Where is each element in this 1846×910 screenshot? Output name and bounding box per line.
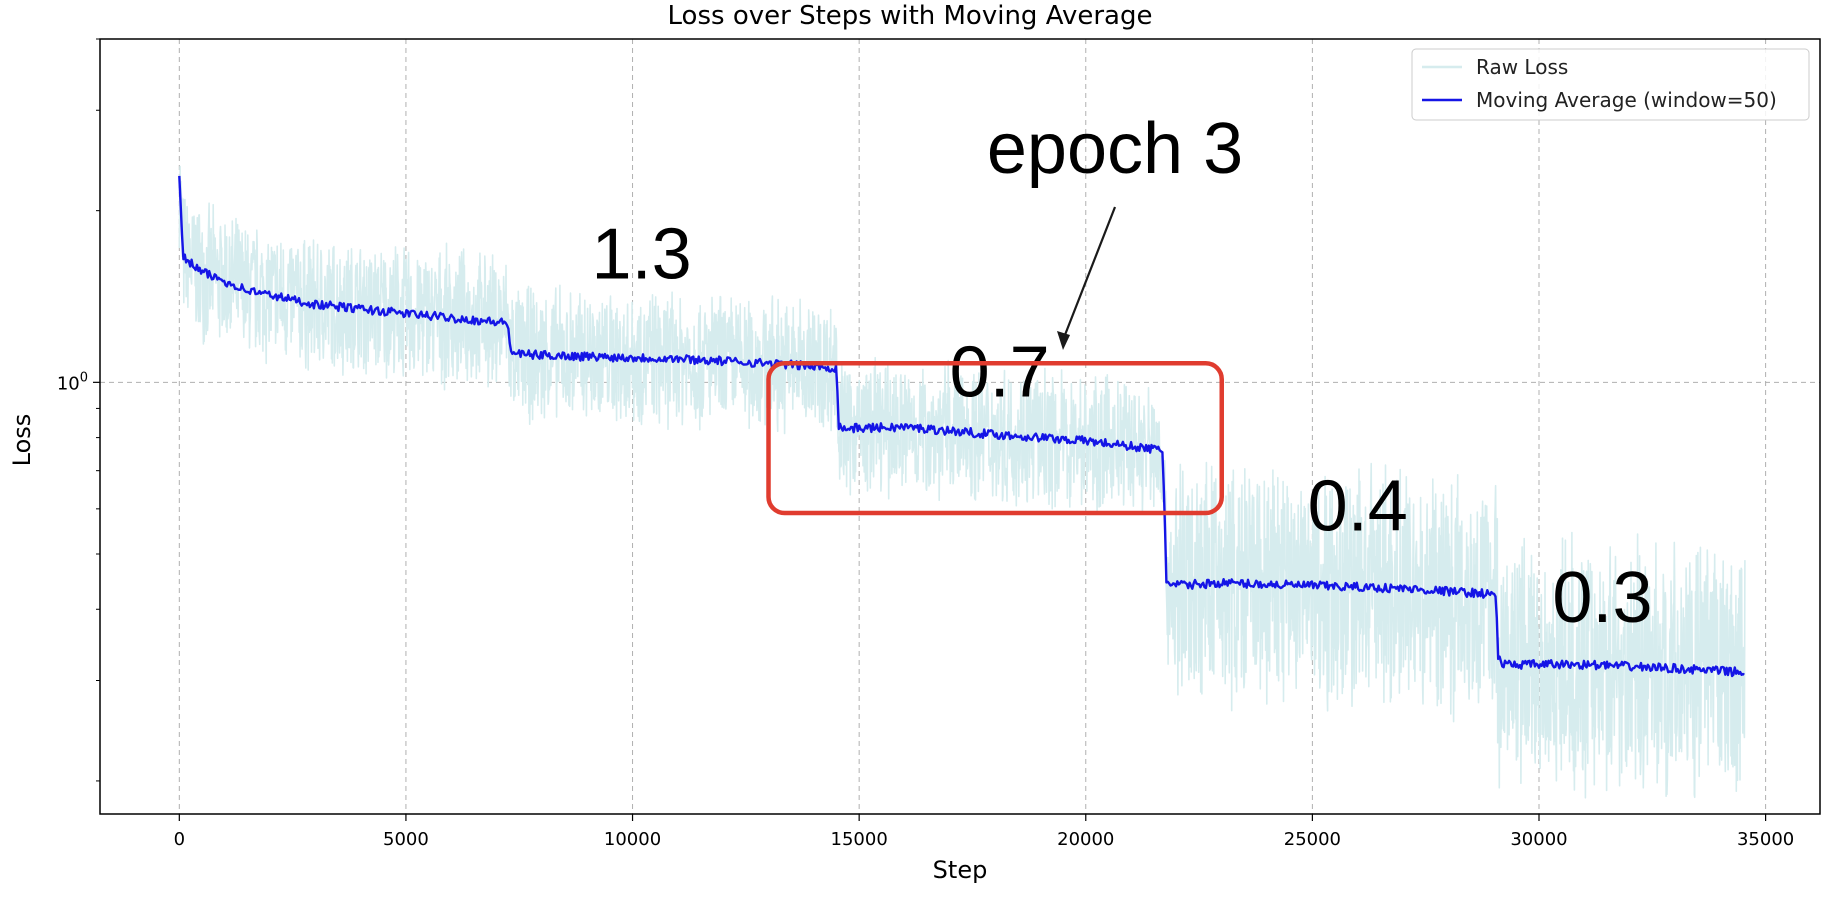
x-axis-label: Step	[933, 856, 988, 884]
y-tick-label: 100	[57, 370, 88, 394]
x-tick-label: 30000	[1510, 829, 1567, 850]
legend-box	[1411, 48, 1810, 121]
x-tick-label: 25000	[1284, 829, 1341, 850]
legend-label-moving-average: Moving Average (window=50)	[1476, 88, 1777, 112]
x-tick-label: 5000	[383, 829, 429, 850]
moving-average-series	[178, 175, 1745, 678]
x-tick-label: 35000	[1737, 829, 1794, 850]
epoch-3-highlight-box	[766, 361, 1224, 516]
legend-label-raw-loss: Raw Loss	[1476, 55, 1568, 79]
x-tick-label: 20000	[1057, 829, 1114, 850]
x-tick-label: 15000	[831, 829, 888, 850]
value-annotation: 1.3	[592, 215, 692, 295]
x-tick-label: 10000	[604, 829, 661, 850]
y-axis-ticks: 100	[57, 38, 100, 782]
epoch-annotation-label: epoch 3	[987, 109, 1243, 189]
raw-loss-series	[178, 165, 1746, 799]
epoch-annotation-arrowhead	[1057, 331, 1070, 350]
y-axis-label: Loss	[8, 414, 36, 467]
moving-average-line	[178, 175, 1745, 678]
value-annotation: 0.7	[950, 332, 1050, 412]
annotations: epoch 3 1.3 0.7 0.4 0.3	[592, 109, 1653, 638]
value-annotation: 0.4	[1308, 466, 1408, 546]
raw-loss-line	[178, 165, 1746, 799]
x-axis-ticks: 0 5000 10000 15000 20000 25000 30000 35000	[174, 814, 1794, 850]
x-tick-label: 0	[174, 829, 185, 850]
legend: Raw Loss Moving Average (window=50)	[1411, 48, 1810, 121]
value-annotation: 0.3	[1552, 558, 1652, 638]
epoch-annotation-arrow	[1061, 206, 1117, 341]
plot-frame	[99, 38, 1821, 815]
chart-title: Loss over Steps with Moving Average	[668, 1, 1153, 31]
plot-area	[99, 38, 1821, 815]
